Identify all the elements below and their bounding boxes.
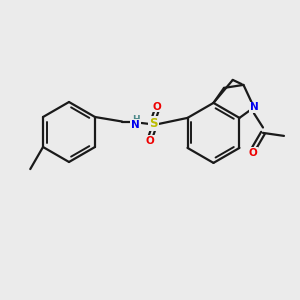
Text: O: O — [248, 148, 257, 158]
Text: S: S — [149, 117, 158, 130]
Text: N: N — [131, 120, 140, 130]
Text: O: O — [146, 136, 154, 146]
Text: H: H — [132, 115, 139, 124]
Text: O: O — [153, 101, 161, 112]
Text: N: N — [250, 102, 258, 112]
